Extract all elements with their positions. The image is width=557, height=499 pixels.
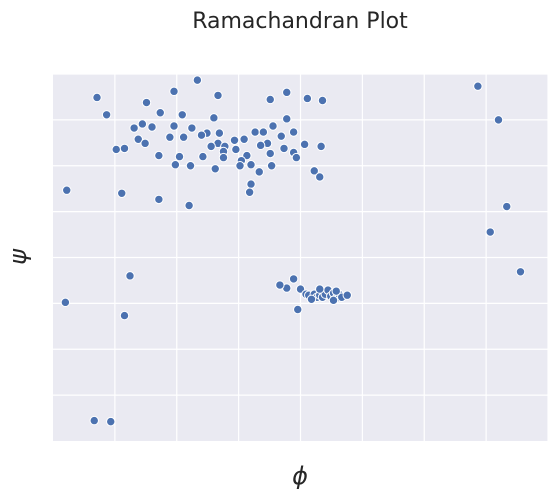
scatter-point xyxy=(184,200,194,211)
scatter-point xyxy=(106,416,116,427)
scatter-point xyxy=(210,164,220,174)
scatter-point xyxy=(155,108,165,118)
scatter-point xyxy=(218,152,229,163)
scatter-point xyxy=(473,81,483,91)
scatter-point xyxy=(282,114,292,124)
scatter-point xyxy=(119,143,130,154)
scatter-point xyxy=(117,188,127,198)
scatter-point xyxy=(119,310,130,321)
scatter-point xyxy=(266,161,277,171)
scatter-point xyxy=(309,166,319,176)
scatter-point xyxy=(92,92,102,103)
scatter-point xyxy=(239,134,249,144)
scatter-point xyxy=(89,415,99,426)
scatter-point xyxy=(265,94,275,105)
scatter-point xyxy=(291,152,302,163)
scatter-point xyxy=(206,141,216,152)
scatter-point xyxy=(255,140,266,151)
scatter-point xyxy=(165,132,175,142)
scatter-point xyxy=(137,119,148,129)
scatter-point xyxy=(140,138,150,149)
data-points xyxy=(60,75,526,427)
scatter-point xyxy=(328,295,339,306)
scatter-point xyxy=(111,144,121,155)
scatter-point xyxy=(250,127,260,137)
scatter-point xyxy=(276,131,286,141)
scatter-point xyxy=(147,122,157,132)
scatter-point xyxy=(196,130,207,140)
scatter-point xyxy=(154,194,164,205)
scatter-point xyxy=(282,87,292,98)
scatter-point xyxy=(214,128,225,138)
scatter-point xyxy=(331,286,341,296)
scatter-point xyxy=(213,90,223,101)
scatter-point xyxy=(279,143,289,154)
scatter-point xyxy=(170,160,181,170)
scatter-point xyxy=(169,86,179,97)
scatter-point xyxy=(187,123,197,133)
scatter-point xyxy=(209,113,219,123)
scatter-point xyxy=(133,134,143,144)
scatter-point xyxy=(515,267,526,277)
scatter-point xyxy=(231,144,241,155)
scatter-point xyxy=(315,172,325,182)
y-axis-label: ψ xyxy=(4,248,32,265)
scatter-point xyxy=(229,135,240,145)
scatter-point xyxy=(129,123,139,133)
scatter-point xyxy=(288,127,299,137)
scatter-point xyxy=(174,151,185,162)
scatter-point xyxy=(185,161,196,171)
scatter-point xyxy=(293,304,303,315)
scatter-point xyxy=(316,141,326,152)
scatter-point xyxy=(265,148,275,159)
scatter-point xyxy=(342,290,352,300)
scatter-point xyxy=(244,187,255,197)
scatter-point xyxy=(288,274,299,284)
scatter-point xyxy=(254,167,264,177)
scatter-point xyxy=(101,110,112,120)
chart-title: Ramachandran Plot xyxy=(192,9,408,34)
scatter-point xyxy=(60,297,71,308)
scatter-point xyxy=(317,95,328,106)
x-axis-label: ϕ xyxy=(292,462,308,490)
scatter-point xyxy=(306,294,317,304)
scatter-point xyxy=(275,280,285,290)
grid-lines xyxy=(53,73,549,441)
scatter-point xyxy=(246,179,256,189)
scatter-point xyxy=(125,271,135,281)
scatter-point xyxy=(192,75,203,85)
scatter-point xyxy=(154,150,164,161)
scatter-point xyxy=(302,93,313,104)
scatter-point xyxy=(485,227,495,237)
scatter-point xyxy=(169,121,179,131)
scatter-point xyxy=(141,97,152,108)
scatter-point xyxy=(235,161,245,171)
scatter-point xyxy=(268,121,278,131)
scatter-point xyxy=(315,284,325,294)
scatter-point xyxy=(502,201,512,212)
scatter-point xyxy=(178,132,189,142)
scatter-point xyxy=(62,185,72,195)
scatter-point xyxy=(177,110,187,120)
scatter-point xyxy=(299,139,310,150)
scatter-point xyxy=(246,160,256,170)
scatter-point xyxy=(258,127,269,137)
scatter-point xyxy=(493,115,504,125)
scatter-point xyxy=(198,151,208,162)
